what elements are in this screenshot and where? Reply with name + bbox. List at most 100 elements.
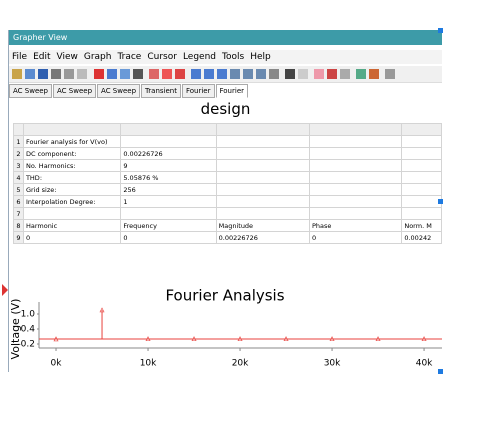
table-cell	[308, 135, 403, 148]
row-index: 4	[13, 171, 24, 184]
table-cell	[215, 195, 310, 208]
table-row: 1 Fourier analysis for V(vo)	[13, 135, 442, 148]
tool-icon[interactable]	[191, 69, 201, 79]
row-index: 8	[13, 219, 24, 232]
harmonic-marker	[421, 336, 427, 342]
table-cell: Interpolation Degree:	[22, 195, 122, 208]
tool-icon[interactable]	[285, 69, 295, 79]
tool-icon[interactable]	[204, 69, 214, 79]
tool-icon[interactable]	[269, 69, 279, 79]
resize-handle[interactable]	[438, 199, 443, 204]
menu-item[interactable]: Graph	[83, 52, 112, 62]
tool-icon[interactable]	[175, 69, 185, 79]
harmonic-marker	[329, 336, 335, 342]
resize-handle[interactable]	[438, 369, 443, 374]
tool-icon[interactable]	[149, 69, 159, 79]
table-cell: 0.00242	[401, 231, 442, 244]
tool-icon[interactable]	[217, 69, 227, 79]
table-cell: 0	[22, 231, 122, 244]
tool-icon[interactable]	[77, 69, 87, 79]
table-cell	[401, 171, 442, 184]
table-row: 6 Interpolation Degree: 1	[13, 195, 442, 208]
tab[interactable]: Transient	[141, 84, 181, 98]
selection-marker	[2, 284, 8, 296]
menu-item[interactable]: Legend	[182, 52, 217, 62]
table-cell: Magnitude	[215, 219, 310, 232]
tool-icon[interactable]	[256, 69, 266, 79]
tab[interactable]: Fourier	[215, 84, 249, 98]
tool-icon[interactable]	[369, 69, 379, 79]
table-cell	[215, 171, 310, 184]
y-tick-label: 0.4	[21, 325, 36, 335]
resize-handle[interactable]	[438, 28, 443, 33]
tab[interactable]: AC Sweep	[9, 84, 53, 98]
tab[interactable]: AC Sweep	[97, 84, 141, 98]
tool-icon[interactable]	[340, 69, 350, 79]
chart: Fourier Analysis Voltage (V) Frequency (…	[9, 274, 442, 372]
tool-icon[interactable]	[230, 69, 240, 79]
table-cell: Harmonic	[22, 219, 122, 232]
header-cell	[401, 123, 442, 136]
tool-icon[interactable]	[356, 69, 366, 79]
table-row: 7	[13, 207, 442, 220]
tool-icon[interactable]	[38, 69, 48, 79]
header-cell	[13, 123, 24, 136]
page-title: design	[200, 100, 251, 118]
grapher-window: Grapher View File Edit View Graph Trace Curso…	[8, 30, 442, 372]
table-cell	[22, 207, 122, 220]
table-cell: 1	[120, 195, 217, 208]
menu-item[interactable]: Edit	[33, 52, 51, 62]
menu-item[interactable]: Trace	[117, 52, 142, 62]
table-cell: DC component:	[22, 147, 122, 160]
table-cell	[401, 195, 442, 208]
tool-icon[interactable]	[120, 69, 130, 79]
menu-item[interactable]: Help	[250, 52, 271, 62]
tool-icon[interactable]	[94, 69, 104, 79]
table-cell	[215, 183, 310, 196]
chart-title: Fourier Analysis	[165, 287, 284, 305]
tool-icon[interactable]	[64, 69, 74, 79]
table-cell	[401, 147, 442, 160]
tab[interactable]: AC Sweep	[53, 84, 97, 98]
row-index: 6	[13, 195, 24, 208]
tab-bar: AC Sweep AC Sweep AC Sweep Transient Fourier…	[9, 84, 249, 98]
menu-item[interactable]: View	[56, 52, 78, 62]
table-row: 9 0 0 0.00226726 0 0.00242	[13, 231, 442, 244]
tool-icon[interactable]	[327, 69, 337, 79]
tool-icon[interactable]	[51, 69, 61, 79]
tool-icon[interactable]	[12, 69, 22, 79]
y-tick-label: -0.2	[17, 340, 35, 350]
header-cell	[120, 123, 217, 136]
menu-bar: File Edit View Graph Trace Cursor Legend Tools H…	[9, 50, 442, 64]
menu-item[interactable]: Cursor	[147, 52, 177, 62]
harmonic-marker	[283, 336, 289, 342]
table-body: 1 Fourier analysis for V(vo) 2 DC component…	[13, 123, 442, 244]
harmonic-marker	[53, 336, 59, 342]
tool-icon[interactable]	[162, 69, 172, 79]
tool-icon[interactable]	[25, 69, 35, 79]
header-cell	[215, 123, 310, 136]
y-tick-label: 1.0	[21, 310, 36, 320]
x-tick-label: 40k	[416, 359, 433, 369]
table-cell: Fourier analysis for V(vo)	[22, 135, 122, 148]
table-cell: 5.05876 %	[120, 171, 217, 184]
header-cell	[308, 123, 403, 136]
tool-icon[interactable]	[314, 69, 324, 79]
table-cell	[120, 207, 217, 220]
tool-icon[interactable]	[133, 69, 143, 79]
row-index: 7	[13, 207, 24, 220]
tool-icon[interactable]	[243, 69, 253, 79]
tool-icon[interactable]	[107, 69, 117, 79]
table-cell: 0	[120, 231, 217, 244]
tab[interactable]: Fourier	[181, 84, 215, 98]
table-cell	[215, 207, 310, 220]
x-tick-label: 30k	[324, 359, 341, 369]
harmonic-marker	[191, 336, 197, 342]
table-row: 3 No. Harmonics: 9	[13, 159, 442, 172]
menu-item[interactable]: Tools	[222, 52, 245, 62]
tool-icon[interactable]	[385, 69, 395, 79]
tool-icon[interactable]	[298, 69, 308, 79]
table-cell	[215, 135, 310, 148]
table-cell: No. Harmonics:	[22, 159, 122, 172]
menu-item[interactable]: File	[12, 52, 28, 62]
